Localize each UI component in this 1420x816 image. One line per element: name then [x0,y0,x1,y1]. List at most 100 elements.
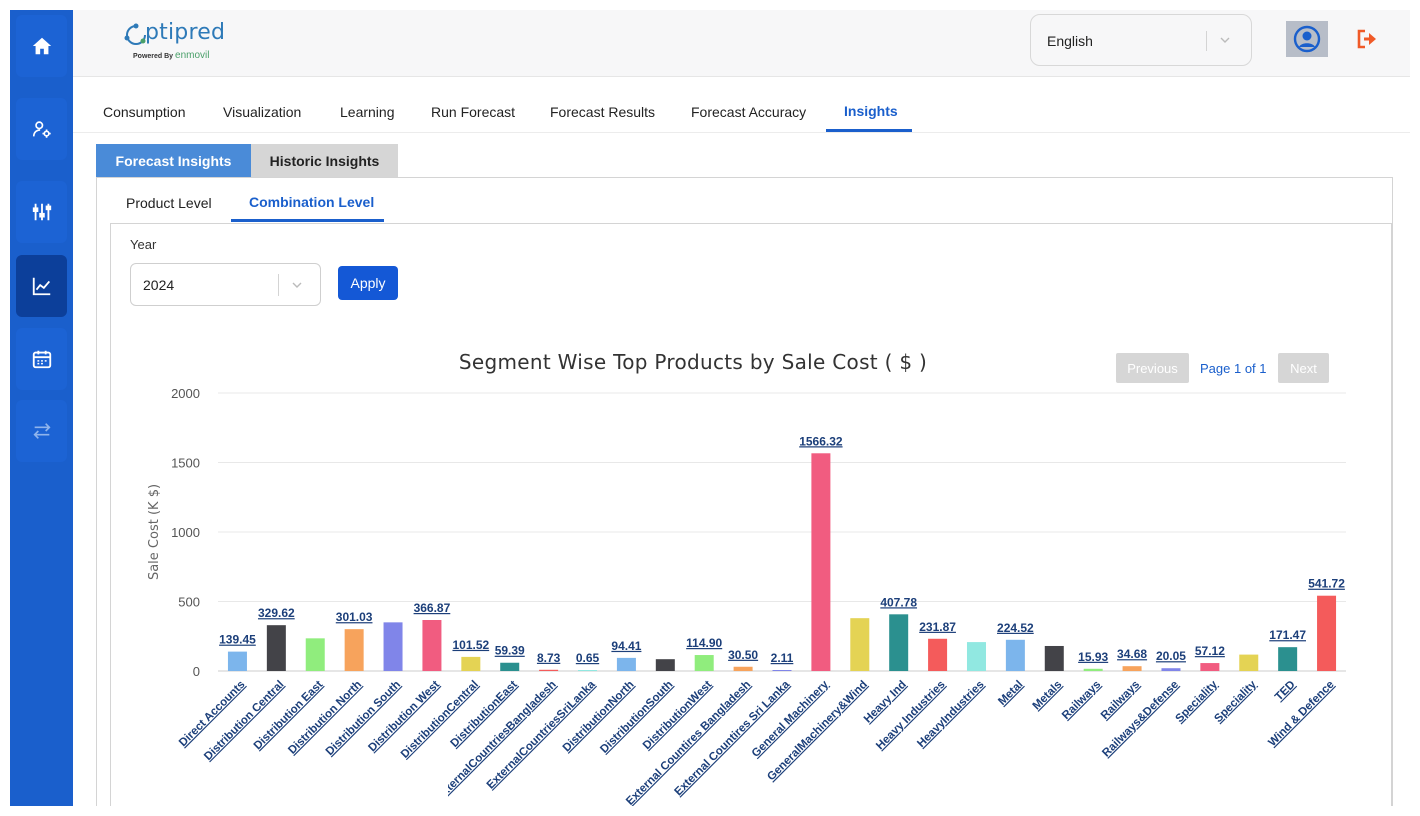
x-tick-label: General Machinery [750,678,832,760]
home-icon [32,37,51,55]
x-tick-label-group: Direct Accounts [177,679,248,750]
tab-forecast-accuracy[interactable]: Forecast Accuracy [691,104,807,120]
user-settings-icon [32,121,51,138]
data-label: 301.03 [336,610,373,624]
tab-forecast-results[interactable]: Forecast Results [550,104,656,120]
data-label: 366.87 [414,601,451,615]
data-label: 2.11 [771,651,794,665]
data-label: 8.73 [537,651,561,665]
calendar-icon [32,350,51,369]
x-tick-label: Railways [1060,679,1103,722]
data-label: 224.52 [997,621,1034,635]
logo-text: ptipred [145,20,226,45]
x-tick-label: DistributionCentral [399,679,481,761]
language-value: English [1047,33,1093,49]
chart-bar [578,670,598,671]
chevron-down-icon[interactable] [1218,33,1232,47]
tab-learning[interactable]: Learning [340,104,395,120]
year-select[interactable]: 2024 [130,263,321,306]
tab-consumption[interactable]: Consumption [103,104,186,120]
tab-insights[interactable]: Insights [844,103,898,119]
language-select[interactable]: English [1030,14,1252,66]
data-label: 30.50 [728,648,758,662]
sidebar-item-calendar[interactable] [16,328,67,390]
x-tick-label-group: General Machinery [750,678,832,760]
x-tick-label-group: DistributionEast [449,679,520,750]
logo-mark-icon [124,23,146,45]
apply-button[interactable]: Apply [338,266,398,300]
data-label: 15.93 [1078,650,1108,664]
tab-combination-level[interactable]: Combination Level [249,194,375,210]
sidebar-item-user-settings[interactable] [16,98,67,160]
tab-visualization[interactable]: Visualization [223,104,302,120]
tab-run-forecast[interactable]: Run Forecast [431,104,516,120]
x-tick-label: Direct Accounts [177,679,248,750]
chart-bar [772,670,792,671]
tab-product-level[interactable]: Product Level [126,195,212,211]
data-label: 541.72 [1308,577,1345,591]
y-tick-label: 1000 [171,525,200,540]
data-label: 94.41 [611,639,641,653]
chart-bar [1122,666,1142,671]
x-tick-label-group: Wind & Defence [1266,679,1336,749]
x-tick-label-group: DistributionSouth [598,679,675,756]
data-label: 101.52 [452,638,489,652]
tab-historic-insights[interactable]: Historic Insights [251,144,398,177]
sidebar-item-insights[interactable] [16,255,67,317]
page-info: Page 1 of 1 [1200,361,1267,376]
x-tick-label: DistributionWest [641,679,715,753]
chart-bar [383,622,403,671]
chevron-down-icon[interactable] [290,278,304,292]
x-tick-label: DistributionNorth [561,679,637,755]
x-tick-label-group: Metal [996,679,1025,708]
chart-bar [1239,654,1259,671]
sidebar-item-home[interactable] [16,15,67,77]
x-tick-label-group: Speciality [1212,678,1259,725]
x-tick-label-group: Railways [1060,679,1103,722]
x-tick-label-group: Metals [1031,679,1065,713]
x-tick-label-group: Distribution South [324,679,403,758]
logo-subtitle: Powered By enmovil [133,50,210,61]
x-tick-label: Heavy Industries [874,679,948,753]
data-label: 139.45 [219,633,256,647]
chart-title: Segment Wise Top Products by Sale Cost (… [458,350,928,374]
data-label: 34.68 [1117,647,1147,661]
main-nav: Consumption Visualization Learning Run F… [73,77,1410,133]
line-chart-icon [32,277,50,296]
x-tick-label-group: Distribution North [286,679,364,757]
x-tick-label-group: DistributionCentral [399,679,481,761]
x-tick-label: Railways&Defense [1100,679,1181,760]
chart-bar [811,453,831,671]
level-tab-indicator [231,219,384,222]
x-tick-label: Distribution East [252,679,326,753]
chart-bar [1278,647,1298,671]
chart-bar [1200,663,1220,671]
x-tick-label: Speciality [1212,678,1259,725]
x-tick-label: Distribution South [324,679,403,758]
tab-forecast-insights[interactable]: Forecast Insights [96,144,251,177]
chart-bar [344,629,364,671]
data-label: 329.62 [258,606,295,620]
logout-icon[interactable] [1354,26,1380,52]
sidebar-item-sliders[interactable] [16,181,67,243]
data-label: 114.90 [686,636,722,650]
chart-bar [305,638,325,671]
sidebar-item-transfer[interactable] [16,400,67,462]
x-tick-label-group: Heavy Industries [874,679,948,753]
chart-bar [928,638,948,671]
y-tick-label: 2000 [171,386,200,401]
chart-bar [655,659,675,671]
chart-bar [694,655,714,671]
user-circle-icon [1293,25,1321,53]
x-tick-label-group: TED [1273,679,1298,704]
chart-bar [500,662,520,671]
previous-page-button[interactable]: Previous [1116,353,1189,383]
x-tick-label-group: DistributionWest [641,679,715,753]
chart-bar [616,657,636,671]
chart-container [110,223,1392,806]
next-page-button[interactable]: Next [1278,353,1329,383]
x-tick-label: TED [1273,679,1298,704]
select-divider [1206,31,1207,51]
user-profile-button[interactable] [1286,21,1328,57]
